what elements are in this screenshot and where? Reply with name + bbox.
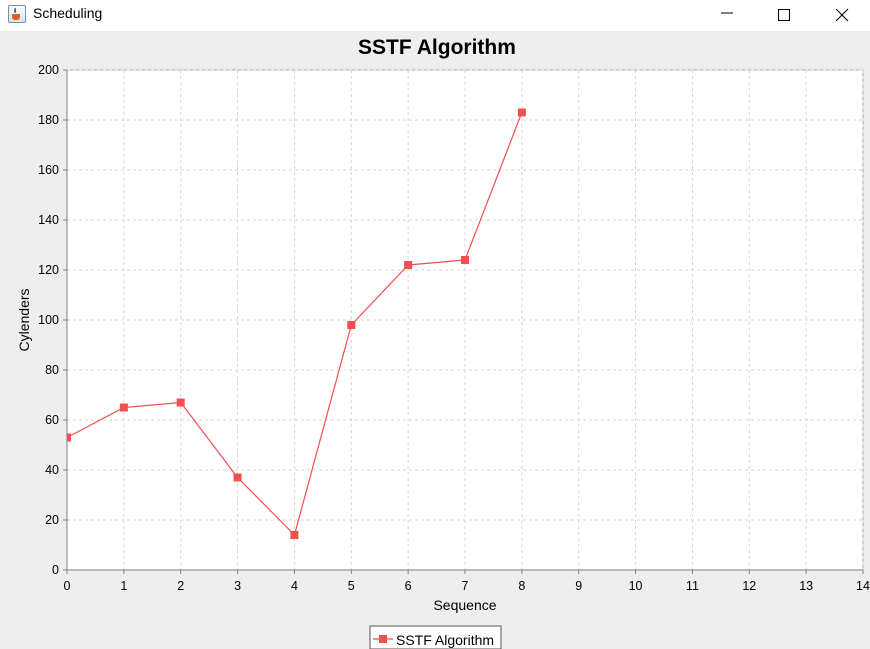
x-tick-label: 4 (291, 579, 298, 593)
x-tick-label: 9 (575, 579, 582, 593)
y-tick-label: 100 (38, 313, 59, 327)
legend: SSTF Algorithm (369, 625, 502, 649)
x-tick-label: 0 (64, 579, 71, 593)
x-tick-label: 1 (120, 579, 127, 593)
x-tick-label: 5 (348, 579, 355, 593)
y-tick-label: 200 (38, 63, 59, 77)
y-tick-label: 160 (38, 163, 59, 177)
y-axis-label: Cylenders (16, 288, 32, 351)
y-tick-label: 60 (45, 413, 59, 427)
data-point-marker (119, 403, 128, 412)
close-button[interactable] (819, 0, 865, 31)
series-group (67, 108, 526, 539)
legend-box (369, 625, 502, 649)
data-point-marker (233, 473, 242, 482)
chart: SSTF Algorithm 0 1 2 3 4 5 6 7 8 9 10 11 12 13 1402040… (16, 36, 870, 649)
x-tick-label: 10 (629, 579, 643, 593)
legend-label: SSTF Algorithm (396, 632, 494, 648)
minimize-button[interactable] (704, 0, 750, 31)
window-title: Scheduling (33, 5, 103, 21)
x-tick-label: 3 (234, 579, 241, 593)
java-cup-icon[interactable] (8, 5, 26, 23)
data-point-marker (290, 531, 299, 539)
data-point-marker (517, 108, 526, 117)
x-tick-label: 12 (742, 579, 756, 593)
y-tick-label: 180 (38, 113, 59, 127)
legend-marker (379, 635, 387, 643)
data-point-marker (176, 398, 185, 407)
x-tick-label: 13 (799, 579, 813, 593)
data-point-marker (347, 321, 356, 329)
data-point-marker (461, 256, 469, 264)
x-tick-label: 14 (856, 579, 870, 593)
maximize-button[interactable] (761, 0, 807, 31)
x-tick-label: 8 (518, 579, 525, 593)
y-tick-label: 120 (38, 263, 59, 277)
title-bar: Scheduling (0, 0, 870, 31)
maximize-icon (778, 9, 790, 21)
data-point-marker (67, 433, 71, 442)
close-icon (835, 8, 849, 22)
x-tick-label: 7 (462, 579, 469, 593)
chart-title: SSTF Algorithm (358, 36, 516, 59)
y-tick-label: 140 (38, 213, 59, 227)
x-tick-label: 6 (405, 579, 412, 593)
y-tick-label: 80 (45, 363, 59, 377)
series-layer (67, 108, 526, 539)
y-tick-label: 20 (45, 513, 59, 527)
minimize-icon (721, 12, 733, 14)
data-point-marker (404, 261, 413, 269)
axes: 0 1 2 3 4 5 6 7 8 9 10 11 12 13 1402040608010012014016… (38, 63, 870, 593)
x-axis-label: Sequence (433, 597, 496, 613)
y-tick-label: 0 (52, 563, 59, 577)
x-tick-label: 2 (177, 579, 184, 593)
x-tick-label: 11 (686, 579, 699, 593)
y-tick-label: 40 (45, 463, 59, 477)
